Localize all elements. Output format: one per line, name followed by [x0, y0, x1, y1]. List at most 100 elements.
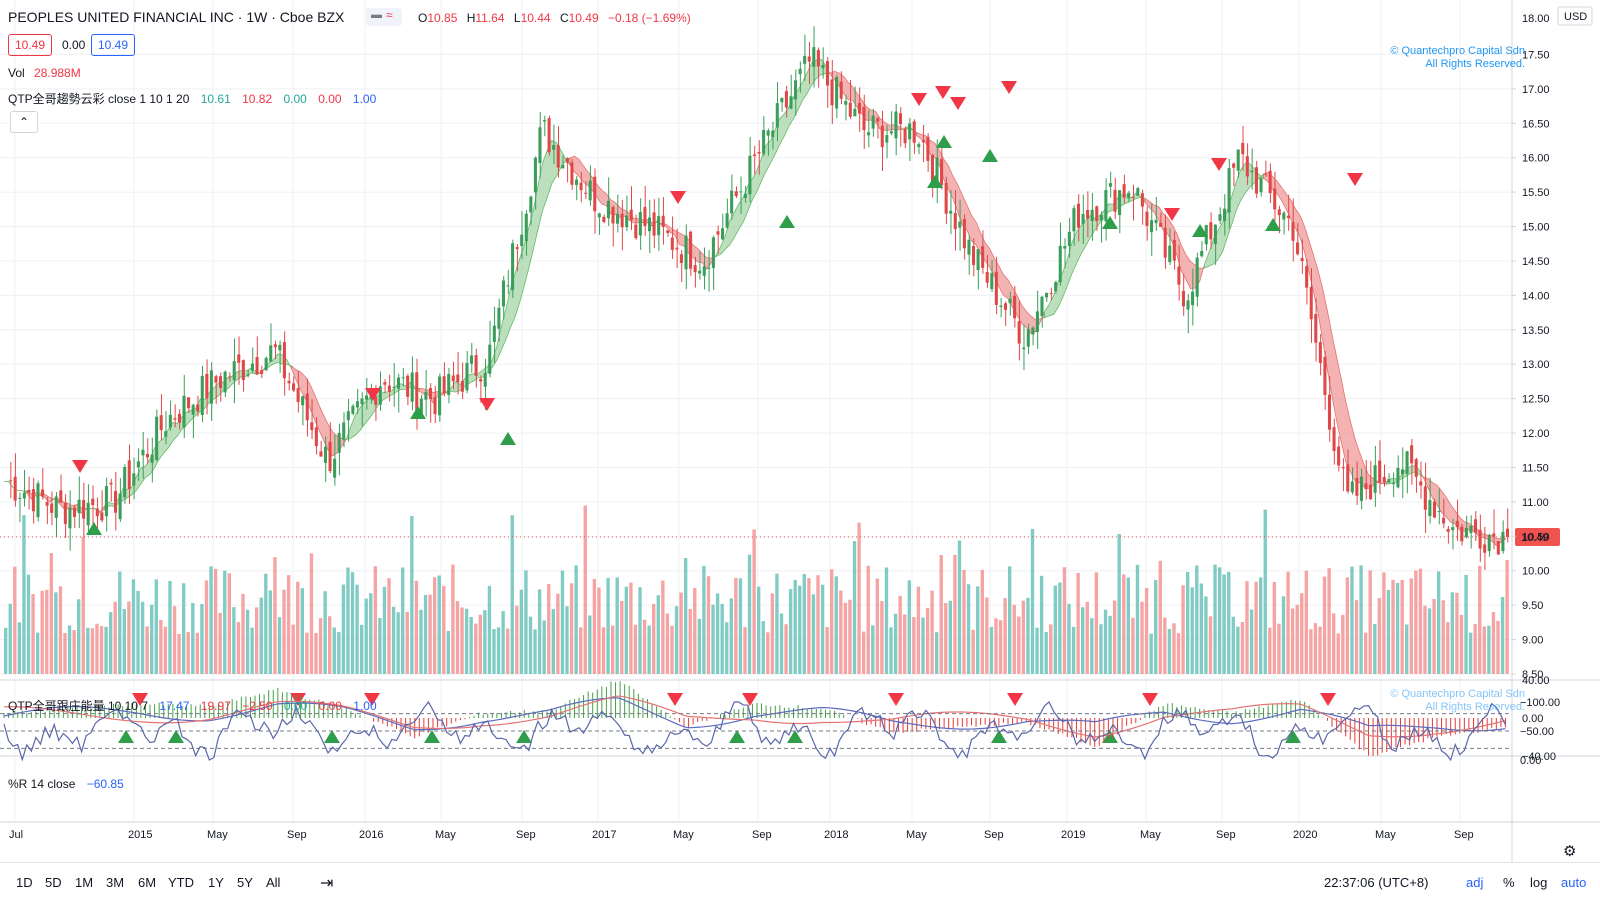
volume-bar	[300, 588, 304, 674]
candle-body	[1277, 209, 1281, 216]
date-range-icon[interactable]: ⇥	[320, 875, 334, 892]
volume-bar	[277, 617, 282, 674]
interval-label[interactable]: 1W	[246, 9, 268, 25]
range-button-5d[interactable]: 5D	[45, 875, 62, 890]
volume-bar	[172, 606, 177, 674]
bottom-toolbar	[0, 862, 1600, 901]
candle-body	[953, 212, 957, 230]
williams-r-legend[interactable]: %R 14 close −60.85	[8, 777, 124, 791]
candle-body	[771, 130, 775, 137]
volume-bar	[136, 590, 140, 674]
volume-bar	[647, 625, 651, 674]
volume-bar	[633, 624, 638, 674]
volume-bar	[478, 614, 482, 674]
volume-bar	[1423, 605, 1427, 674]
price-tick-top: 18.00	[1522, 13, 1550, 25]
range-button-5y[interactable]: 5Y	[237, 875, 253, 890]
volume-bar	[378, 617, 382, 674]
candle-body	[1419, 481, 1423, 486]
candle-body	[223, 371, 227, 393]
candle-body	[237, 354, 241, 363]
range-button-3m[interactable]: 3M	[106, 875, 125, 890]
volume-bar	[264, 573, 268, 674]
volume-bar	[291, 624, 295, 674]
candle-body	[1099, 215, 1103, 221]
candle-body	[1291, 222, 1295, 241]
candle-body	[264, 357, 268, 371]
volume-bar	[8, 603, 12, 674]
volume-bar	[223, 570, 227, 674]
volume-bar	[496, 627, 501, 674]
candle-body	[543, 120, 547, 122]
candle-body	[629, 209, 633, 221]
time-tick-label: Sep	[1454, 829, 1474, 841]
candle-body	[1382, 477, 1386, 483]
volume-bar	[925, 607, 930, 674]
volume-bar	[1181, 585, 1185, 674]
price-axis[interactable]: 10.49 USD 18.00 17.50 17.00 16.50 16.00 15.50 15…	[0, 6, 1593, 767]
sell-signal	[290, 693, 306, 706]
bid-box[interactable]: 10.49	[8, 34, 53, 56]
log-toggle[interactable]: log	[1530, 875, 1548, 890]
volume-bar	[1236, 626, 1240, 674]
volume-bar	[871, 625, 875, 674]
volume-bar	[711, 604, 715, 674]
range-button-ytd[interactable]: YTD	[168, 875, 194, 890]
candle-body	[529, 196, 533, 213]
volume-bar	[1272, 582, 1277, 674]
volume-bar	[770, 593, 775, 674]
percent-toggle[interactable]: %	[1503, 875, 1515, 890]
compare-toggle[interactable]: ▬ ≈	[366, 8, 402, 26]
volume-bar	[1103, 609, 1108, 674]
volume-bar	[1450, 592, 1455, 674]
candle-body	[273, 344, 277, 348]
range-button-1m[interactable]: 1M	[75, 875, 94, 890]
volume-bar	[976, 586, 980, 674]
time-axis[interactable]: Jul 2015 May Sep 2016 May Sep 2017 May Sep 2018 May…	[9, 829, 1474, 841]
candle-body	[396, 377, 401, 389]
candle-body	[739, 191, 743, 193]
range-button-1y[interactable]: 1Y	[208, 875, 224, 890]
candle-body	[1163, 227, 1167, 258]
ask-box[interactable]: 10.49	[91, 34, 136, 56]
volume-bar	[743, 627, 747, 674]
price-tick-label: 12.00	[1522, 428, 1550, 440]
candle-body	[839, 81, 843, 99]
volume-bar	[86, 627, 90, 674]
volume-bar	[1259, 577, 1263, 674]
candle-body	[1026, 329, 1030, 347]
volume-bar	[547, 584, 551, 674]
williams-r-indicator	[0, 700, 1512, 762]
candle-body	[438, 376, 442, 416]
volume-bar	[597, 587, 601, 674]
bull-cloud-segment	[446, 139, 571, 394]
buy-signal	[86, 522, 102, 535]
volume-bar	[1030, 528, 1035, 674]
volume-bar	[1003, 598, 1007, 674]
volume-bar	[1158, 560, 1162, 674]
volume-bar	[752, 529, 756, 674]
settings-gear-icon[interactable]: ⚙	[1563, 843, 1577, 860]
collapse-legend-button[interactable]: ⌃	[10, 111, 38, 133]
candle-body	[971, 246, 976, 265]
auto-toggle[interactable]: auto	[1561, 875, 1587, 890]
candle-body	[488, 344, 492, 374]
range-button-all[interactable]: All	[266, 875, 281, 890]
candle-body	[1483, 544, 1487, 553]
volume-bar	[1345, 577, 1350, 674]
volume-bar	[1400, 579, 1404, 674]
candle-body	[1017, 321, 1021, 344]
adj-toggle[interactable]: adj	[1466, 875, 1484, 890]
ohlc-readout: O10.85 H11.64 L10.44 C10.49 −0.18 (−1.69…	[418, 11, 691, 25]
range-button-6m[interactable]: 6M	[138, 875, 157, 890]
pressure-indicator-legend[interactable]: QTP全哥跟庄能量 10 10 7 17.47 19.97 −2.50 0.00…	[8, 699, 377, 713]
cloud-indicator-legend[interactable]: QTP全哥趨勢云彩 close 1 10 1 20 10.61 10.82 0.…	[8, 92, 377, 106]
volume-bar	[1309, 629, 1313, 674]
volume-bar	[889, 627, 893, 674]
range-button-1d[interactable]: 1D	[16, 875, 33, 890]
clock-readout[interactable]: 22:37:06 (UTC+8)	[1324, 875, 1429, 890]
volume-bar	[1491, 612, 1496, 674]
volume-bar	[1012, 604, 1016, 674]
candle-body	[1149, 220, 1154, 233]
